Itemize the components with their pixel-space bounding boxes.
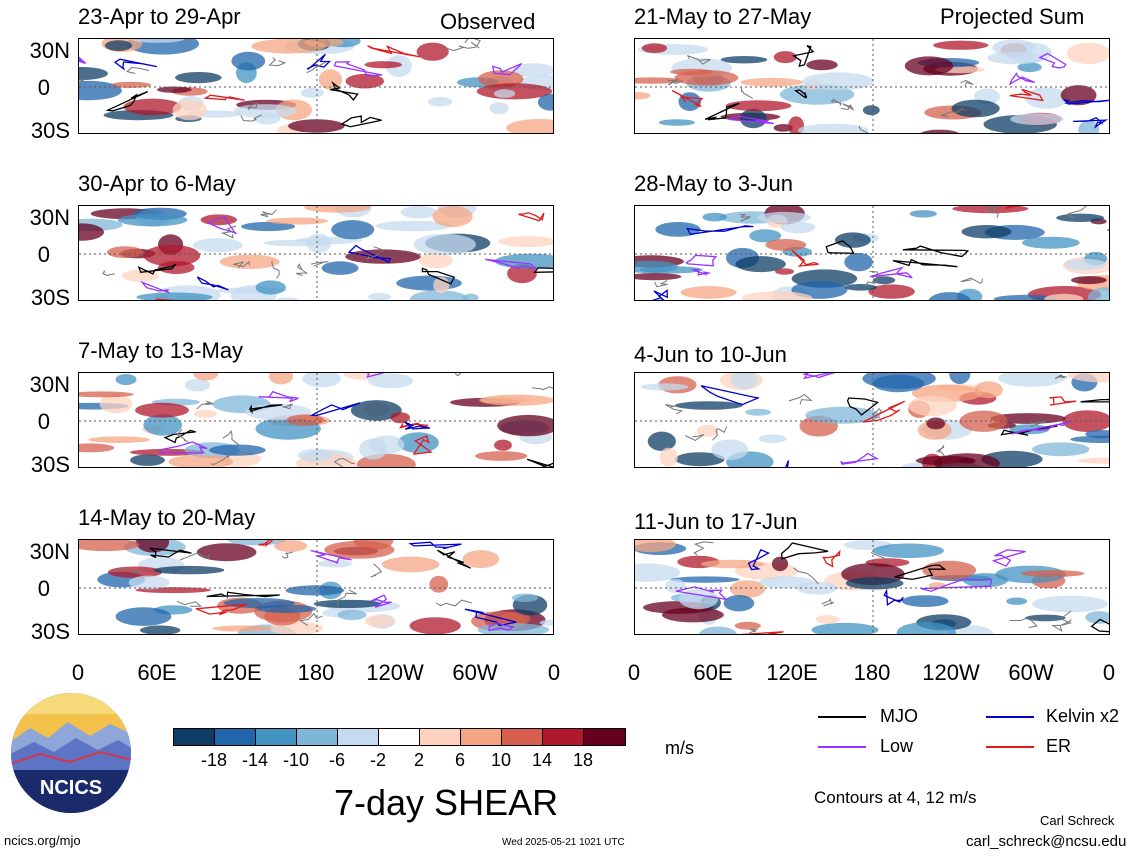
colorbar [173, 728, 626, 746]
contours-note: Contours at 4, 12 m/s [814, 788, 977, 807]
lon-label-left-60e: 60E [137, 660, 177, 685]
colorbar-tick: -6 [328, 750, 345, 770]
panel-title-left-1: 23-Apr to 29-Apr [78, 4, 241, 29]
lon-label-right-60e: 60E [693, 660, 733, 685]
lon-label-left-60w: 60W [452, 660, 498, 685]
lon-label-right-60w: 60W [1008, 660, 1054, 685]
shear-field [79, 39, 553, 133]
lon-label-left-0-end: 0 [547, 660, 561, 685]
map-panel-right-2 [634, 205, 1110, 301]
map-panel-left-4 [78, 539, 554, 635]
lat-label-30s-row3: 30S [30, 452, 70, 477]
colorbar-swatch [379, 729, 420, 745]
shear-field [79, 373, 553, 467]
lat-label-30s-row2: 30S [30, 285, 70, 310]
map-panel-left-1 [78, 38, 554, 134]
colorbar-swatch [584, 729, 625, 745]
legend-label-kelvin: Kelvin x2 [1046, 706, 1120, 726]
colorbar-units: m/s [665, 738, 694, 758]
lon-label-left-0: 0 [71, 660, 85, 685]
colorbar-swatch [338, 729, 379, 745]
lat-label-0-row2: 0 [37, 242, 50, 267]
lat-label-30n-row2: 30N [29, 205, 70, 230]
lon-label-left-180: 180 [297, 660, 335, 685]
site-url: ncics.org/mjo [4, 833, 81, 848]
main-title: 7-day SHEAR [334, 782, 559, 823]
legend-line-mjo [818, 716, 866, 718]
legend-line-low [818, 746, 866, 748]
colorbar-tick: 2 [413, 750, 424, 770]
lon-label-right-0: 0 [627, 660, 641, 685]
colorbar-tick: 10 [490, 750, 512, 770]
shear-field [635, 540, 1109, 634]
panel-title-right-3: 4-Jun to 10-Jun [634, 342, 787, 367]
colorbar-tick: 14 [531, 750, 553, 770]
colorbar-swatch [502, 729, 543, 745]
panel-title-left-2: 30-Apr to 6-May [78, 171, 236, 196]
shear-field [79, 540, 553, 634]
shear-field [635, 206, 1109, 300]
colorbar-swatch [420, 729, 461, 745]
lon-label-right-180: 180 [853, 660, 891, 685]
map-panel-right-4 [634, 539, 1110, 635]
shear-field [635, 39, 1109, 133]
panel-title-left-3: 7-May to 13-May [78, 338, 244, 363]
lat-label-0-row3: 0 [37, 409, 50, 434]
legend-line-kelvin [986, 716, 1034, 718]
lon-label-right-120e: 120E [766, 660, 818, 685]
colorbar-tick: -18 [200, 750, 227, 770]
colorbar-swatch [297, 729, 338, 745]
lon-label-left-120e: 120E [210, 660, 262, 685]
colorbar-swatch [256, 729, 297, 745]
map-panel-right-3 [634, 372, 1110, 468]
map-panel-left-3 [78, 372, 554, 468]
lat-label-30s-row4: 30S [30, 619, 70, 644]
colorbar-tick: -2 [369, 750, 386, 770]
colorbar-tick: -10 [282, 750, 309, 770]
lon-label-right-0-end: 0 [1102, 660, 1116, 685]
lat-label-0-row1: 0 [37, 75, 50, 100]
colorbar-tick: 18 [572, 750, 594, 770]
lat-label-30n-row1: 30N [29, 38, 70, 63]
projected-label: Projected Sum [940, 4, 1085, 29]
lon-label-left-120w: 120W [366, 660, 424, 685]
logo-text: NCICS [40, 777, 102, 799]
shear-field [635, 373, 1109, 467]
colorbar-tick: -14 [241, 750, 268, 770]
map-panel-right-1 [634, 38, 1110, 134]
legend-label-er: ER [1046, 736, 1072, 756]
observed-label: Observed [440, 9, 536, 34]
lat-label-30s-row1: 30S [30, 118, 70, 143]
shear-field [79, 206, 553, 300]
lon-label-right-120w: 120W [922, 660, 980, 685]
colorbar-swatch [543, 729, 584, 745]
colorbar-swatch [174, 729, 215, 745]
colorbar-swatch [215, 729, 256, 745]
panel-title-right-1: 21-May to 27-May [634, 4, 812, 29]
lat-label-30n-row4: 30N [29, 539, 70, 564]
map-panel-left-2 [78, 205, 554, 301]
ncics-logo: NCICS [10, 692, 132, 814]
author-email: carl_schreck@ncsu.edu [966, 833, 1127, 850]
author-name: Carl Schreck [1040, 813, 1115, 828]
panel-title-left-4: 14-May to 20-May [78, 505, 256, 530]
legend-label-mjo: MJO [880, 706, 918, 726]
legend-line-er [986, 746, 1034, 748]
legend-label-low: Low [880, 736, 914, 756]
lat-label-30n-row3: 30N [29, 372, 70, 397]
lat-label-0-row4: 0 [37, 576, 50, 601]
panel-title-right-4: 11-Jun to 17-Jun [634, 509, 798, 534]
colorbar-tick: 6 [454, 750, 465, 770]
timestamp: Wed 2025-05-21 1021 UTC [502, 837, 625, 848]
colorbar-swatch [461, 729, 502, 745]
panel-title-right-2: 28-May to 3-Jun [634, 171, 793, 196]
